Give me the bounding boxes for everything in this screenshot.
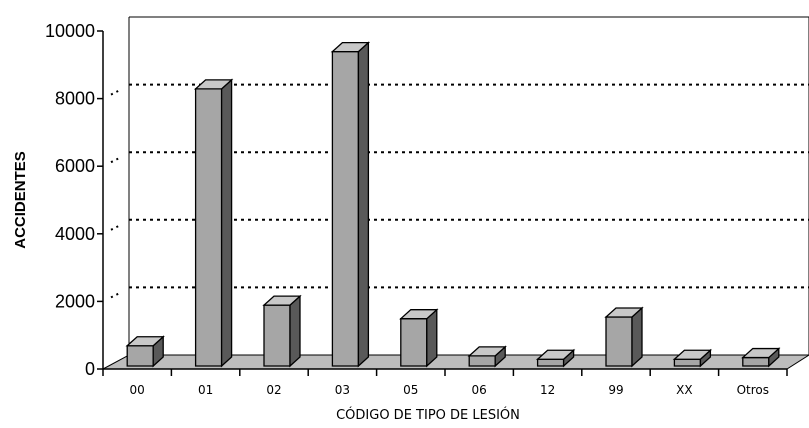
bar-side [631, 306, 643, 368]
bar-front [331, 51, 360, 367]
bar-top [262, 295, 302, 306]
y-tick-label-10000: 10000 [45, 21, 95, 41]
x-axis-title: CÓDIGO DE TIPO DE LESIÓN [336, 407, 520, 423]
y-tick-label-8000: 8000 [55, 89, 95, 109]
bar-top [193, 79, 234, 90]
bar-top [399, 309, 439, 320]
bar-side [289, 294, 301, 368]
bar-front [605, 316, 633, 367]
bar-top [467, 346, 507, 357]
bar-02 [262, 294, 302, 368]
bar-front [126, 345, 154, 367]
y-tick-label-6000: 6000 [55, 156, 95, 176]
y-tick-label-2000: 2000 [55, 291, 95, 311]
bar-front [673, 358, 702, 367]
y-axis: 0 2000 4000 6000 8000 10000 [45, 21, 104, 379]
bar-front [263, 304, 291, 367]
bar-top [535, 349, 576, 360]
bar-03 [330, 41, 371, 368]
bar-side [357, 41, 370, 368]
gridline-stub-4000 [110, 223, 122, 231]
bar-05 [399, 308, 439, 368]
bar-00 [125, 335, 165, 368]
x-tick-label-00: 00 [130, 383, 145, 397]
x-tick-label-06: 06 [472, 383, 487, 397]
bar-12 [535, 348, 576, 368]
y-tick-label-4000: 4000 [55, 224, 95, 244]
bar-01 [193, 78, 234, 368]
bar-XX [672, 348, 713, 368]
bar-front [536, 358, 565, 367]
gridline-stub-8000 [110, 88, 122, 96]
bar-06 [467, 345, 507, 368]
gridline-stub-6000 [110, 156, 122, 164]
gridline-stub-2000 [110, 291, 122, 299]
bar-front [468, 355, 496, 367]
x-tick-label-12: 12 [540, 383, 555, 397]
bar-top [330, 42, 371, 53]
x-tick-label-XX: XX [676, 383, 692, 397]
x-tick-label-02: 02 [266, 383, 281, 397]
bar-side [220, 78, 233, 368]
bar-front [742, 356, 770, 367]
x-tick-label-Otros: Otros [737, 383, 769, 397]
bar-top [672, 349, 713, 360]
bar-front [194, 88, 223, 367]
bar-front [400, 318, 428, 367]
bar-top [604, 307, 644, 318]
bar-99 [604, 306, 644, 368]
y-tick-label-0: 0 [85, 359, 95, 379]
bars [125, 41, 781, 368]
bar-top [125, 336, 165, 347]
y-axis-title: ACCIDENTES [12, 151, 29, 249]
bar-top [741, 347, 781, 359]
gridlines [110, 83, 809, 299]
x-tick-label-03: 03 [335, 383, 350, 397]
x-tick-label-01: 01 [198, 383, 213, 397]
bar-Otros [741, 347, 781, 368]
x-tick-label-05: 05 [403, 383, 418, 397]
x-axis: 00 01 02 03 05 06 12 99 XX Otros [102, 368, 788, 397]
x-tick-label-99: 99 [608, 383, 623, 397]
